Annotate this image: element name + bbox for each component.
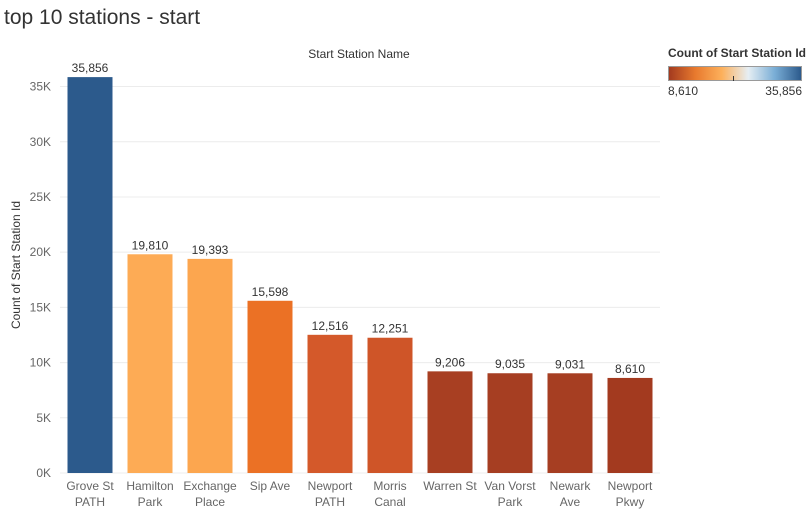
data-label: 9,031: [555, 357, 585, 371]
data-label: 12,251: [372, 322, 409, 336]
bar[interactable]: [247, 300, 293, 473]
y-tick-label: 30K: [30, 135, 51, 149]
data-label: 19,810: [132, 238, 169, 252]
data-label: 19,393: [192, 243, 229, 257]
bar[interactable]: [547, 373, 593, 473]
y-tick-label: 35K: [30, 80, 51, 94]
x-tick-label: Sip Ave: [250, 479, 291, 493]
x-tick-label: Newark Ave: [550, 479, 592, 509]
x-tick-label: Hamilton Park: [126, 479, 173, 509]
bar[interactable]: [607, 377, 653, 473]
legend-gradient-bar: [668, 66, 802, 81]
x-axis-ticks: Grove St PATH Hamilton Park Exchange Place Sip…: [66, 479, 653, 509]
y-tick-label: 25K: [30, 190, 51, 204]
y-tick-label: 0K: [36, 466, 51, 480]
legend-min-label: 8,610: [668, 84, 699, 98]
sheet-title: top 10 stations - start: [4, 6, 201, 29]
data-label: 9,035: [495, 357, 525, 371]
y-axis-title: Count of Start Station Id: [9, 201, 23, 329]
bar[interactable]: [307, 334, 353, 473]
y-tick-label: 10K: [30, 356, 51, 370]
data-label: 15,598: [252, 285, 289, 299]
legend-title: Count of Start Station Id: [668, 46, 806, 60]
x-tick-label: Grove St PATH: [66, 479, 114, 509]
data-label: 12,516: [312, 319, 349, 333]
x-tick-label: Exchange Place: [183, 479, 237, 509]
legend-range: 8,610 35,856: [668, 84, 802, 98]
data-label: 8,610: [615, 362, 645, 376]
y-axis-ticks: 0K 5K 10K 15K 20K 25K 30K 35K: [30, 80, 51, 480]
data-labels: 35,856 19,810 19,393 15,598 12,516 12,251 9,20…: [72, 61, 646, 376]
bar[interactable]: [187, 258, 233, 473]
legend-max-label: 35,856: [765, 84, 802, 98]
data-label: 9,206: [435, 355, 465, 369]
y-tick-label: 5K: [36, 411, 51, 425]
x-tick-label: Warren St: [423, 479, 477, 493]
y-tick-label: 20K: [30, 245, 51, 259]
bar[interactable]: [127, 254, 173, 473]
color-legend: Count of Start Station Id 8,610 35,856: [668, 46, 808, 98]
chart-title: Start Station Name: [308, 47, 410, 61]
bar[interactable]: [427, 371, 473, 473]
bar[interactable]: [67, 77, 113, 473]
bar[interactable]: [487, 373, 533, 473]
x-tick-label: Morris Canal: [373, 479, 406, 509]
y-tick-label: 15K: [30, 300, 51, 314]
data-label: 35,856: [72, 61, 109, 75]
bar[interactable]: [367, 337, 413, 473]
x-tick-label: Newport PATH: [308, 479, 353, 509]
x-tick-label: Newport Pkwy: [608, 479, 653, 509]
legend-marker: [733, 76, 734, 81]
bars: [67, 77, 653, 473]
x-tick-label: Van Vorst Park: [484, 479, 536, 509]
